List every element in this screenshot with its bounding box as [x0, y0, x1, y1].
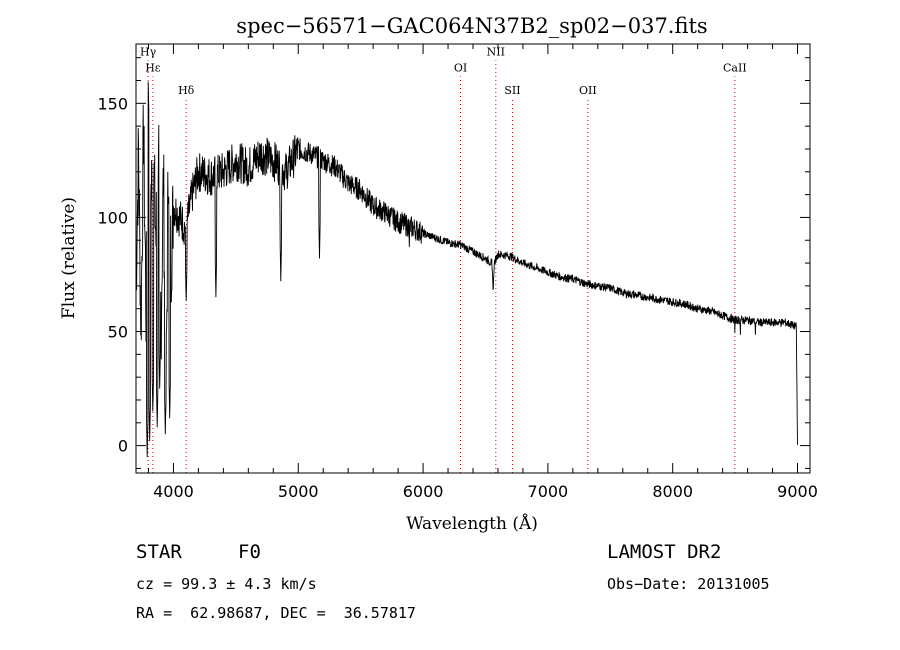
x-axis-label: Wavelength (Å): [406, 513, 538, 534]
y-tick-label: 50: [108, 323, 128, 342]
spectral-line-label: SII: [504, 84, 520, 97]
plot-frame: [135, 43, 811, 474]
ra-dec-coordinates: RA = 62.98687, DEC = 36.57817: [136, 604, 416, 622]
y-tick-label: 100: [97, 208, 128, 227]
x-tick-label: 4000: [153, 482, 194, 501]
chart-title: spec−56571−GAC064N37B2_sp02−037.fits: [236, 14, 707, 38]
x-tick-label: 8000: [652, 482, 693, 501]
plot-axes: [135, 43, 811, 474]
y-tick-label: 0: [118, 437, 128, 456]
x-tick-label: 5000: [278, 482, 319, 501]
object-subclass: F0: [238, 541, 261, 563]
spectral-line-label: Hγ: [140, 45, 157, 58]
survey-name: LAMOST DR2: [607, 541, 722, 563]
spectral-line-label: OII: [579, 84, 597, 97]
spectral-line-label: OI: [454, 61, 467, 74]
spectrum-series-line: [135, 81, 798, 458]
spectral-line-label: Hε: [145, 61, 161, 74]
spectral-line-label: CaII: [723, 61, 747, 74]
x-tick-label: 7000: [528, 482, 569, 501]
spectral-line-label: Hδ: [178, 84, 195, 97]
y-axis-label: Flux (relative): [59, 197, 79, 319]
redshift-cz: cz = 99.3 ± 4.3 km/s: [136, 575, 317, 593]
spectral-line-label: NII: [487, 45, 505, 58]
obs-date: Obs−Date: 20131005: [607, 575, 770, 593]
y-tick-label: 150: [97, 94, 128, 113]
x-tick-label: 6000: [403, 482, 444, 501]
object-class: STAR: [136, 541, 182, 563]
spectral-line-markers: Hγ Hε Hδ OI NII SII OII CaII: [140, 45, 747, 473]
x-tick-label: 9000: [777, 482, 818, 501]
tick-labels: 4000 5000 6000 7000 8000 9000 0 50 100 150: [97, 94, 817, 501]
